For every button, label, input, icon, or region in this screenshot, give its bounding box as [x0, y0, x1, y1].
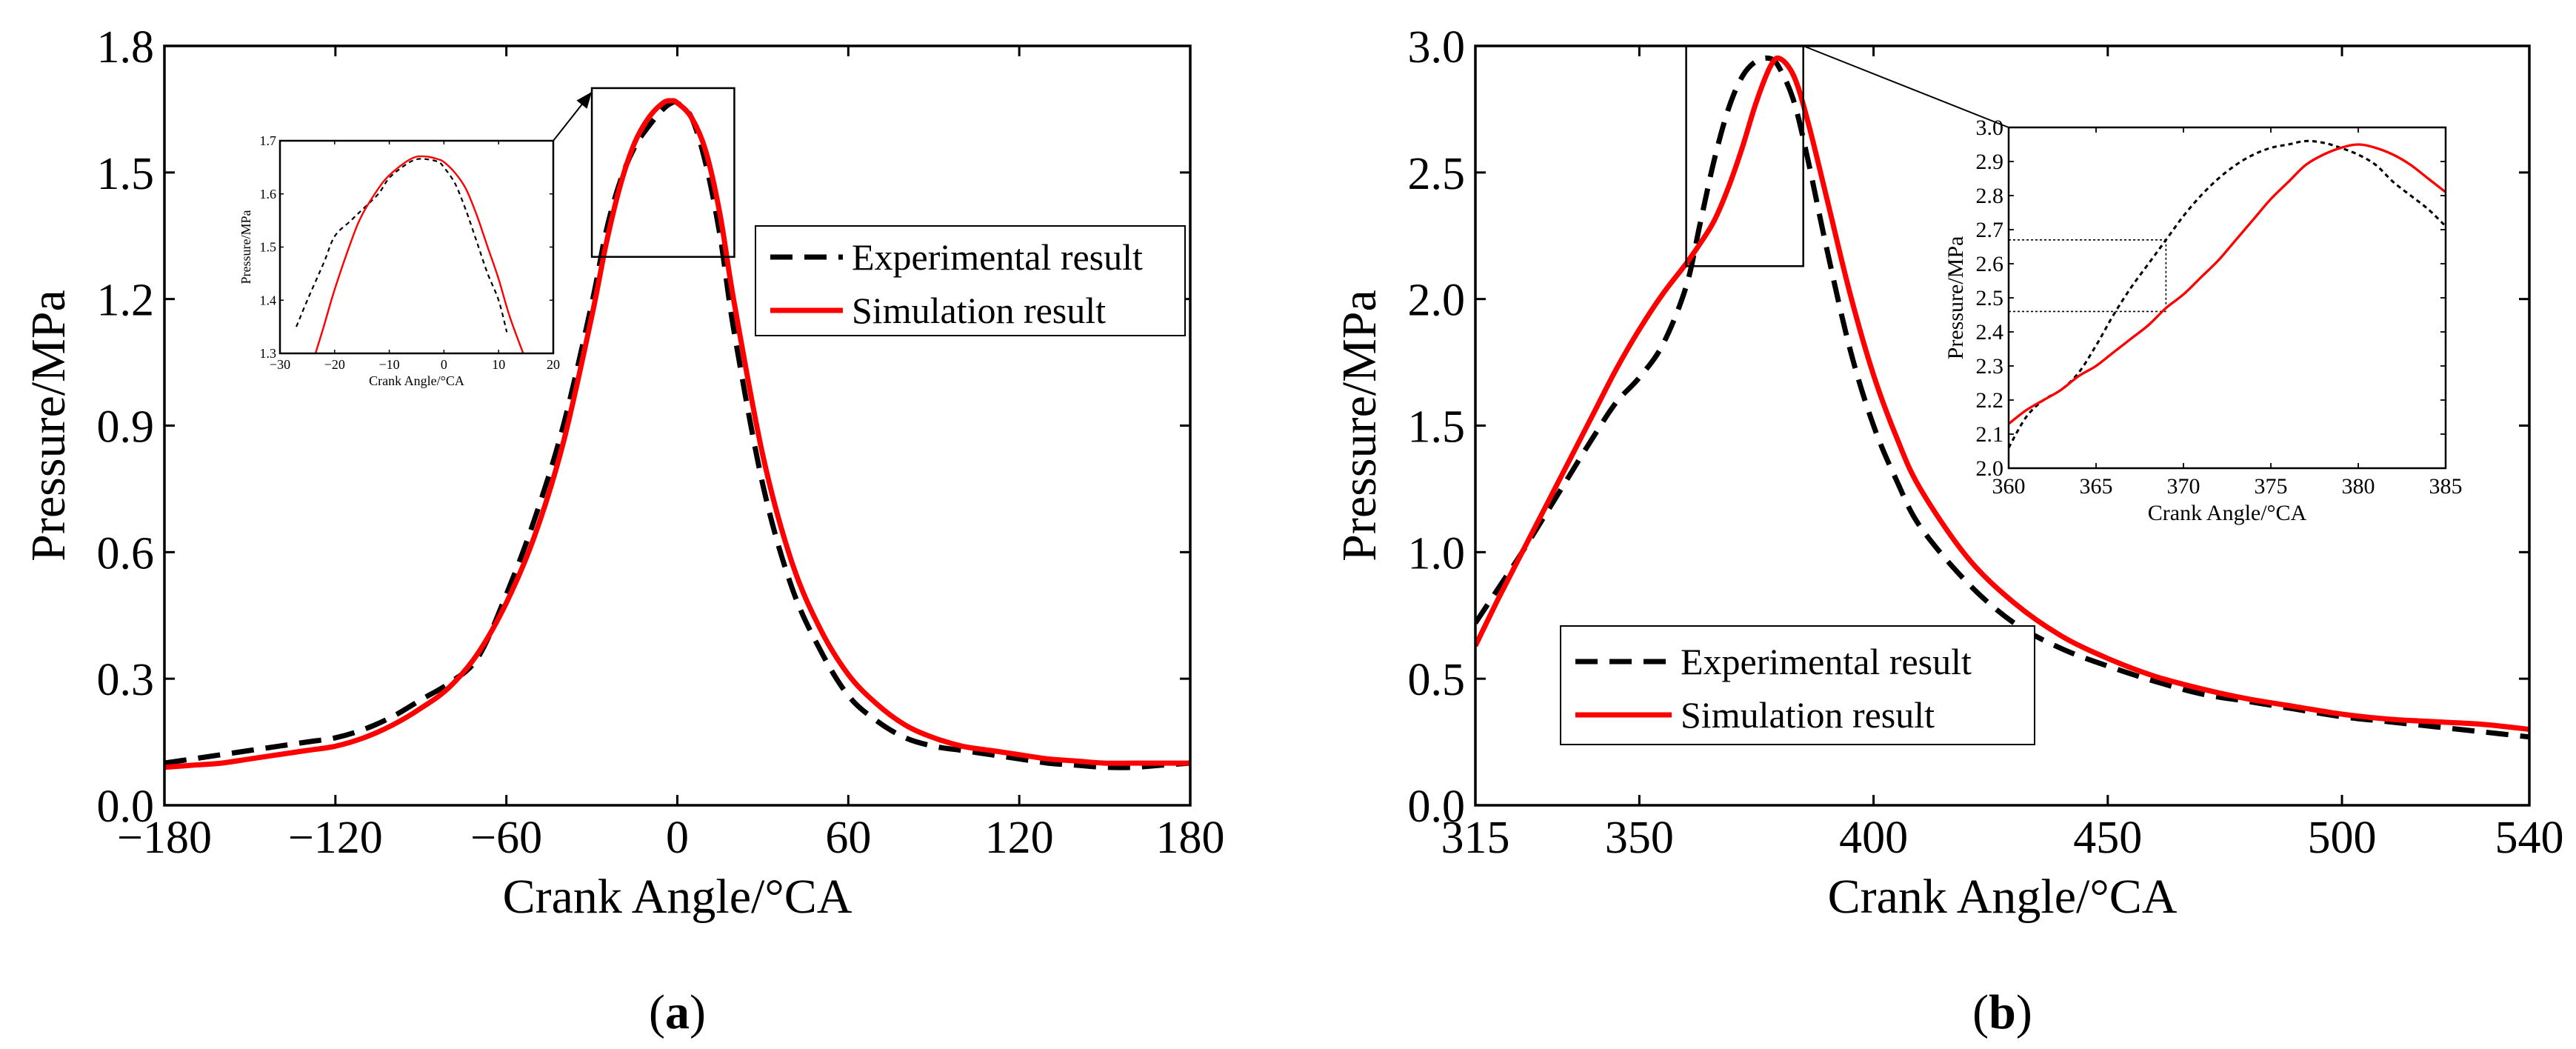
legend-box — [1560, 625, 2035, 745]
inset-x-tick-label: 20 — [547, 357, 560, 372]
x-tick-label: 180 — [1156, 813, 1225, 863]
inset-y-axis-title: Pressure/MPa — [238, 210, 253, 284]
inset-background — [2009, 127, 2446, 468]
x-tick-label: 120 — [985, 813, 1054, 863]
inset-x-axis-title: Crank Angle/°CA — [369, 373, 464, 388]
y-tick-label: 0.0 — [97, 782, 155, 832]
inset-series-line-simulation — [314, 155, 524, 353]
y-tick-label: 0.5 — [1408, 655, 1466, 705]
inset-y-axis-title: Pressure/MPa — [1943, 236, 1968, 360]
inset-x-axis-title: Crank Angle/°CA — [2148, 501, 2307, 525]
zoom-box — [1685, 44, 1804, 267]
series-line-simulation — [164, 98, 1190, 770]
x-tick-label: 450 — [2073, 813, 2142, 863]
y-tick-label: 1.2 — [97, 276, 155, 326]
plot-frame — [163, 44, 1192, 807]
legend-label-experimental: Experimental result — [852, 236, 1143, 278]
zoom-connector — [1803, 45, 2009, 128]
legend-label-simulation: Simulation result — [1681, 694, 1935, 736]
caption-letter: a — [665, 985, 690, 1039]
inset-y-tick-label: 2.8 — [1976, 184, 2004, 208]
inset-y-tick-label: 1.4 — [260, 293, 277, 307]
inset-x-tick-label: 385 — [2429, 474, 2463, 499]
y-tick-label: 1.0 — [1408, 528, 1466, 579]
x-tick-label: −180 — [117, 813, 212, 863]
panel-caption: (a) — [649, 985, 706, 1039]
inset-x-tick-label: 360 — [1992, 474, 2026, 499]
x-tick-label: 400 — [1839, 813, 1908, 863]
x-axis-title: Crank Angle/°CA — [503, 870, 852, 924]
y-tick-label: 0.9 — [97, 402, 155, 453]
inset-y-tick-label: 2.9 — [1976, 150, 2004, 174]
panel-caption: (b) — [1972, 985, 2032, 1039]
legend-label-simulation: Simulation result — [852, 290, 1106, 331]
inset-series-line-simulation — [2009, 143, 2446, 425]
caption-open: ( — [1972, 985, 1989, 1039]
y-tick-label: 3.0 — [1408, 22, 1466, 73]
inset-frame — [2007, 126, 2447, 470]
x-tick-label: 0 — [666, 813, 689, 863]
inset-x-tick-label: −30 — [270, 357, 290, 372]
y-tick-label: 2.0 — [1408, 276, 1466, 326]
series-line-simulation — [1475, 55, 2529, 732]
inset-y-tick-label: 2.2 — [1976, 388, 2004, 413]
zoom-box — [590, 87, 735, 258]
legend-label-experimental: Experimental result — [1681, 641, 1972, 682]
inset-y-tick-label: 2.6 — [1976, 252, 2004, 276]
zoom-connector-arrowhead — [576, 91, 593, 109]
inset-frame — [278, 139, 555, 355]
inset-series-line-experimental — [296, 158, 508, 333]
inset-y-tick-label: 2.4 — [1976, 320, 2004, 344]
inset-y-tick-label: 2.7 — [1976, 218, 2004, 242]
x-tick-label: 60 — [825, 813, 871, 863]
legend-box — [755, 225, 1186, 336]
chart-panel-b: 315 350 400 450 500 540 0.0 0.5 1.0 1.5 2.0 2.5 3.0 C… — [1332, 22, 2564, 1039]
inset-x-tick-label: 10 — [492, 357, 505, 372]
y-tick-label: 0.0 — [1408, 782, 1466, 832]
y-tick-label: 1.5 — [1408, 402, 1466, 453]
caption-close: ) — [690, 985, 706, 1039]
caption-letter: b — [1989, 985, 2016, 1039]
inset-y-tick-label: 2.0 — [1976, 456, 2004, 481]
y-axis-title: Pressure/MPa — [1332, 290, 1387, 562]
y-tick-label: 1.8 — [97, 22, 155, 73]
inset-y-tick-label: 2.1 — [1976, 422, 2004, 447]
y-tick-label: 0.3 — [97, 655, 155, 705]
y-axis-title: Pressure/MPa — [21, 290, 76, 562]
inset-x-tick-label: 0 — [441, 357, 447, 372]
inset-x-tick-label: 375 — [2255, 474, 2288, 499]
x-tick-label: −120 — [288, 813, 383, 863]
inset-y-tick-label: 1.3 — [260, 346, 277, 361]
inset-x-tick-label: −20 — [324, 357, 345, 372]
y-tick-label: 2.5 — [1408, 149, 1466, 199]
inset-y-tick-label: 1.6 — [260, 187, 277, 202]
inset-x-tick-label: 365 — [2080, 474, 2113, 499]
y-tick-label: 1.5 — [97, 149, 155, 199]
x-tick-label: 350 — [1605, 813, 1674, 863]
inset-x-tick-label: 370 — [2167, 474, 2200, 499]
inset-y-tick-label: 1.7 — [260, 133, 277, 148]
inset-x-tick-label: −10 — [379, 357, 400, 372]
inset-y-tick-label: 2.5 — [1976, 286, 2004, 310]
inset-x-tick-label: 380 — [2342, 474, 2375, 499]
chart-panel-a: −180 −120 −60 0 60 120 180 0.0 0.3 0.6 0.9 1.2 1.5 1.… — [21, 22, 1225, 1039]
inset-series-line-experimental — [2009, 139, 2446, 449]
x-tick-label: 500 — [2308, 813, 2377, 863]
caption-close: ) — [2016, 985, 2032, 1039]
x-tick-label: 315 — [1441, 813, 1510, 863]
inset-y-tick-label: 1.5 — [260, 240, 277, 255]
y-tick-label: 0.6 — [97, 528, 155, 579]
x-tick-label: −60 — [470, 813, 542, 863]
x-tick-label: 540 — [2495, 813, 2564, 863]
caption-open: ( — [649, 985, 665, 1039]
inset-y-tick-label: 2.3 — [1976, 354, 2004, 379]
series-line-experimental — [1475, 55, 2529, 740]
plot-frame — [1474, 44, 2531, 807]
x-axis-title: Crank Angle/°CA — [1828, 870, 2178, 924]
